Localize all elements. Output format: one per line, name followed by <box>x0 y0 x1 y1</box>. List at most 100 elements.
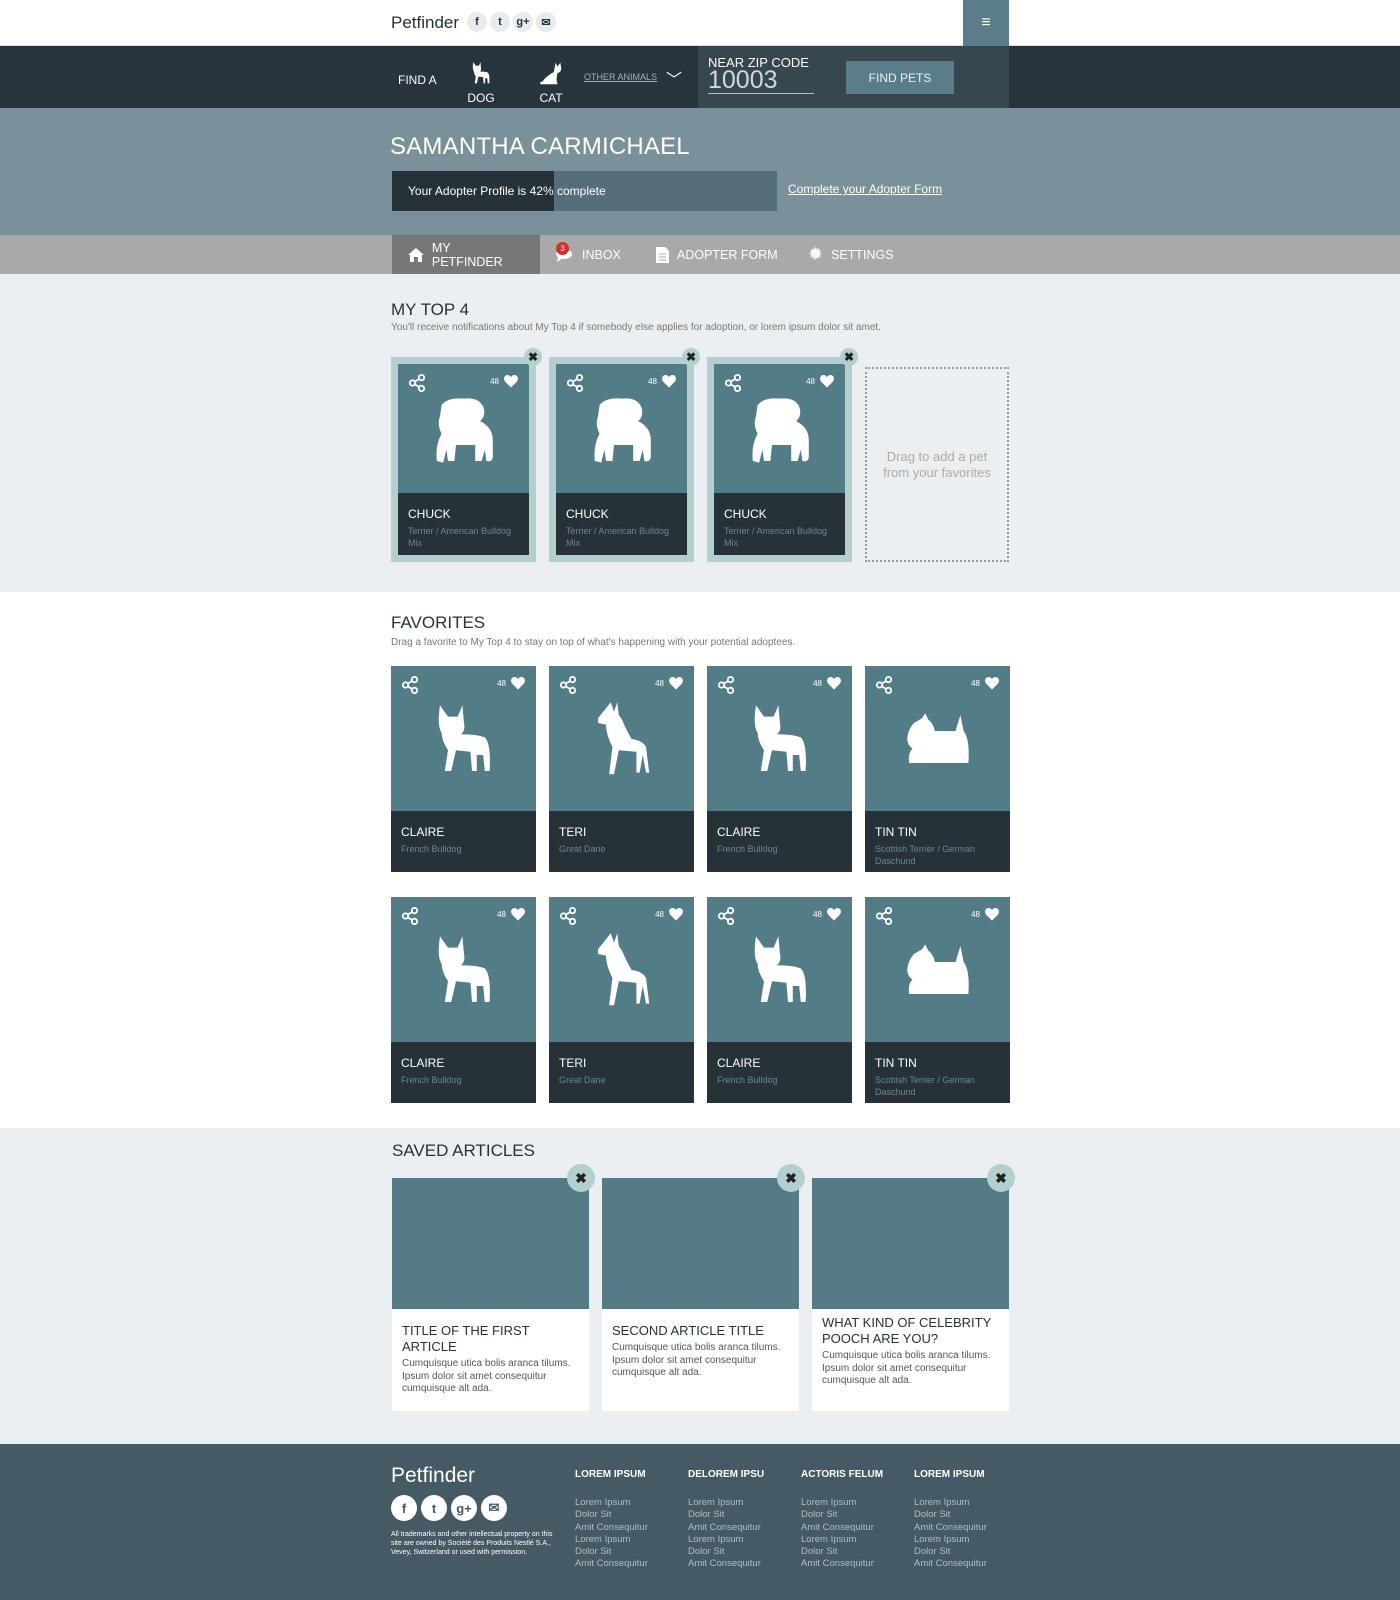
tab-inbox[interactable]: 3 INBOX <box>540 235 637 274</box>
share-icon[interactable] <box>717 676 735 694</box>
share-icon[interactable] <box>559 676 577 694</box>
remove-icon[interactable]: ✖ <box>567 1164 595 1192</box>
likes[interactable]: 48 <box>497 907 526 922</box>
pet-card[interactable]: 48 TIN TIN Scottish Terrier / German Dasc… <box>865 666 1010 872</box>
share-icon[interactable] <box>401 907 419 925</box>
footer-link[interactable]: Amit Consequitur <box>688 1521 761 1533</box>
dog-button[interactable]: DOG <box>465 60 497 105</box>
footer-link[interactable]: Lorem Ipsum <box>575 1497 631 1508</box>
share-icon[interactable] <box>401 676 419 694</box>
google-plus-icon[interactable]: g+ <box>451 1495 477 1521</box>
likes[interactable]: 48 <box>490 374 519 389</box>
footer-link[interactable]: Amit Consequitur <box>914 1558 987 1570</box>
facebook-icon[interactable]: f <box>391 1495 417 1521</box>
likes[interactable]: 48 <box>806 374 835 389</box>
chevron-down-icon[interactable]: ﹀ <box>666 72 683 89</box>
likes[interactable]: 48 <box>813 676 842 691</box>
favorites-section <box>0 592 1400 1128</box>
likes[interactable]: 48 <box>655 907 684 922</box>
tab-settings[interactable]: ✹ SETTINGS <box>792 235 910 274</box>
pet-name: TERI <box>559 1056 587 1070</box>
google-plus-icon[interactable]: g+ <box>513 12 533 32</box>
share-icon[interactable] <box>717 907 735 925</box>
footer-link[interactable]: Dolor Sit <box>801 1546 838 1558</box>
pet-breed: French Bulldog <box>401 1075 462 1085</box>
pet-card[interactable]: 48 CLAIRE French Bulldog <box>391 666 536 872</box>
likes[interactable]: 48 <box>971 907 1000 922</box>
home-icon <box>408 247 424 262</box>
footer-link[interactable]: Amit Consequitur <box>914 1521 987 1533</box>
pet-card[interactable]: 48 CHUCK Terrier / American Bulldog Mix <box>556 364 687 555</box>
pet-card[interactable]: 48 CHUCK Terrier / American Bulldog Mix <box>714 364 845 555</box>
like-count: 48 <box>813 910 822 919</box>
footer-link[interactable]: Dolor Sit <box>575 1509 612 1521</box>
likes[interactable]: 48 <box>655 676 684 691</box>
footer-link[interactable]: Dolor Sit <box>914 1509 951 1521</box>
footer-column-title: DELOREM IPSU <box>688 1469 765 1480</box>
pet-card[interactable]: 48 CLAIRE French Bulldog <box>707 666 852 872</box>
footer-link[interactable]: Lorem Ipsum <box>801 1497 857 1508</box>
share-icon[interactable] <box>724 374 742 392</box>
zip-code-input[interactable] <box>708 68 814 94</box>
complete-adopter-form-link[interactable]: Complete your Adopter Form <box>788 182 943 196</box>
footer-link[interactable]: Dolor Sit <box>688 1509 725 1521</box>
likes[interactable]: 48 <box>497 676 526 691</box>
remove-icon[interactable]: ✖ <box>777 1164 805 1192</box>
likes[interactable]: 48 <box>971 676 1000 691</box>
pet-card[interactable]: 48 CLAIRE French Bulldog <box>707 897 852 1103</box>
pet-card[interactable]: 48 TERI Great Dane <box>549 897 694 1103</box>
footer-link[interactable]: Amit Consequitur <box>575 1521 648 1533</box>
tab-my-petfinder[interactable]: MY PETFINDER <box>392 235 540 274</box>
pet-card[interactable]: 48 CHUCK Terrier / American Bulldog Mix <box>398 364 529 555</box>
heart-icon <box>510 676 526 691</box>
share-icon[interactable] <box>566 374 584 392</box>
remove-icon[interactable]: ✖ <box>840 348 858 366</box>
likes[interactable]: 48 <box>813 907 842 922</box>
drop-zone[interactable]: Drag to add a pet from your favorites <box>865 367 1009 562</box>
share-icon[interactable] <box>875 907 893 925</box>
find-pets-button[interactable]: FIND PETS <box>846 61 954 94</box>
footer-link[interactable]: Amit Consequitur <box>688 1558 761 1570</box>
pet-name: CLAIRE <box>717 825 761 839</box>
article-card[interactable]: WHAT KIND OF CELEBRITY POOCH ARE YOU? Cu… <box>812 1164 1015 1411</box>
cat-button[interactable]: CAT <box>536 60 566 105</box>
top4-slot[interactable]: 48 CHUCK Terrier / American Bulldog Mix ✖ <box>707 348 858 562</box>
footer-link[interactable]: Amit Consequitur <box>575 1558 648 1570</box>
footer-link[interactable]: Lorem Ipsum <box>688 1497 744 1508</box>
footer-link[interactable]: Lorem Ipsum <box>914 1533 970 1545</box>
footer-link[interactable]: Amit Consequitur <box>801 1558 874 1570</box>
like-count: 48 <box>655 910 664 919</box>
other-animals-link[interactable]: OTHER ANIMALS <box>584 72 658 82</box>
remove-icon[interactable]: ✖ <box>524 348 542 366</box>
footer-link[interactable]: Dolor Sit <box>801 1509 838 1521</box>
share-icon[interactable] <box>875 676 893 694</box>
pet-card[interactable]: 48 CLAIRE French Bulldog <box>391 897 536 1103</box>
footer-link[interactable]: Dolor Sit <box>575 1546 612 1558</box>
footer-link[interactable]: Dolor Sit <box>914 1546 951 1558</box>
facebook-icon[interactable]: f <box>467 12 487 32</box>
footer-link[interactable]: Amit Consequitur <box>801 1521 874 1533</box>
email-icon[interactable]: ✉ <box>481 1495 507 1521</box>
likes[interactable]: 48 <box>648 374 677 389</box>
remove-icon[interactable]: ✖ <box>987 1164 1015 1192</box>
share-icon[interactable] <box>559 907 577 925</box>
article-card[interactable]: SECOND ARTICLE TITLE Cumquisque utica bo… <box>602 1164 805 1411</box>
footer-link[interactable]: Lorem Ipsum <box>575 1533 631 1545</box>
twitter-icon[interactable]: t <box>421 1495 447 1521</box>
footer-link[interactable]: Lorem Ipsum <box>688 1533 744 1545</box>
tab-adopter-form[interactable]: ADOPTER FORM <box>640 235 794 274</box>
footer-link[interactable]: Dolor Sit <box>688 1546 725 1558</box>
pet-card[interactable]: 48 TIN TIN Scottish Terrier / German Dasc… <box>865 897 1010 1103</box>
email-icon[interactable]: ✉ <box>536 12 556 32</box>
footer-link[interactable]: Lorem Ipsum <box>914 1497 970 1508</box>
hamburger-menu-button[interactable]: ≡ <box>963 0 1009 46</box>
twitter-icon[interactable]: t <box>490 12 510 32</box>
pet-card[interactable]: 48 TERI Great Dane <box>549 666 694 872</box>
footer-link[interactable]: Lorem Ipsum <box>801 1533 857 1545</box>
top4-slot[interactable]: 48 CHUCK Terrier / American Bulldog Mix ✖ <box>549 348 700 562</box>
share-icon[interactable] <box>408 374 426 392</box>
logo[interactable]: Petfinder <box>391 13 460 32</box>
remove-icon[interactable]: ✖ <box>682 348 700 366</box>
article-card[interactable]: TITLE OF THE FIRST ARTICLE Cumquisque ut… <box>392 1164 595 1411</box>
top4-slot[interactable]: 48 CHUCK Terrier / American Bulldog Mix ✖ <box>391 348 542 562</box>
